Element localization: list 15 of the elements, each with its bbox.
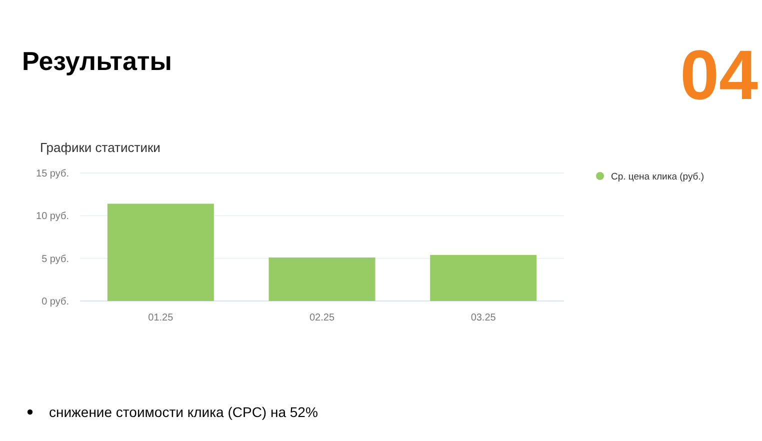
y-tick-label: 15 руб. (36, 168, 69, 180)
legend-label: Ср. цена клика (руб.) (611, 171, 704, 182)
x-tick-label: 01.25 (148, 312, 174, 324)
text: 04 (680, 36, 758, 114)
chart-title: Результаты (22, 46, 172, 76)
y-tick-label: 10 руб. (36, 211, 69, 222)
text: снижение стоимости клика (CPC) на 52% (49, 404, 318, 420)
x-tick-label: 02.25 (309, 312, 335, 324)
bar (107, 204, 214, 301)
y-tick-label: 5 руб. (42, 254, 69, 265)
y-tick-label: 0 руб. (42, 296, 69, 308)
chart-subtitle: Графики статистики (40, 140, 160, 155)
bar (268, 257, 376, 301)
x-tick-label: 03.25 (470, 312, 496, 324)
bar (430, 254, 537, 301)
